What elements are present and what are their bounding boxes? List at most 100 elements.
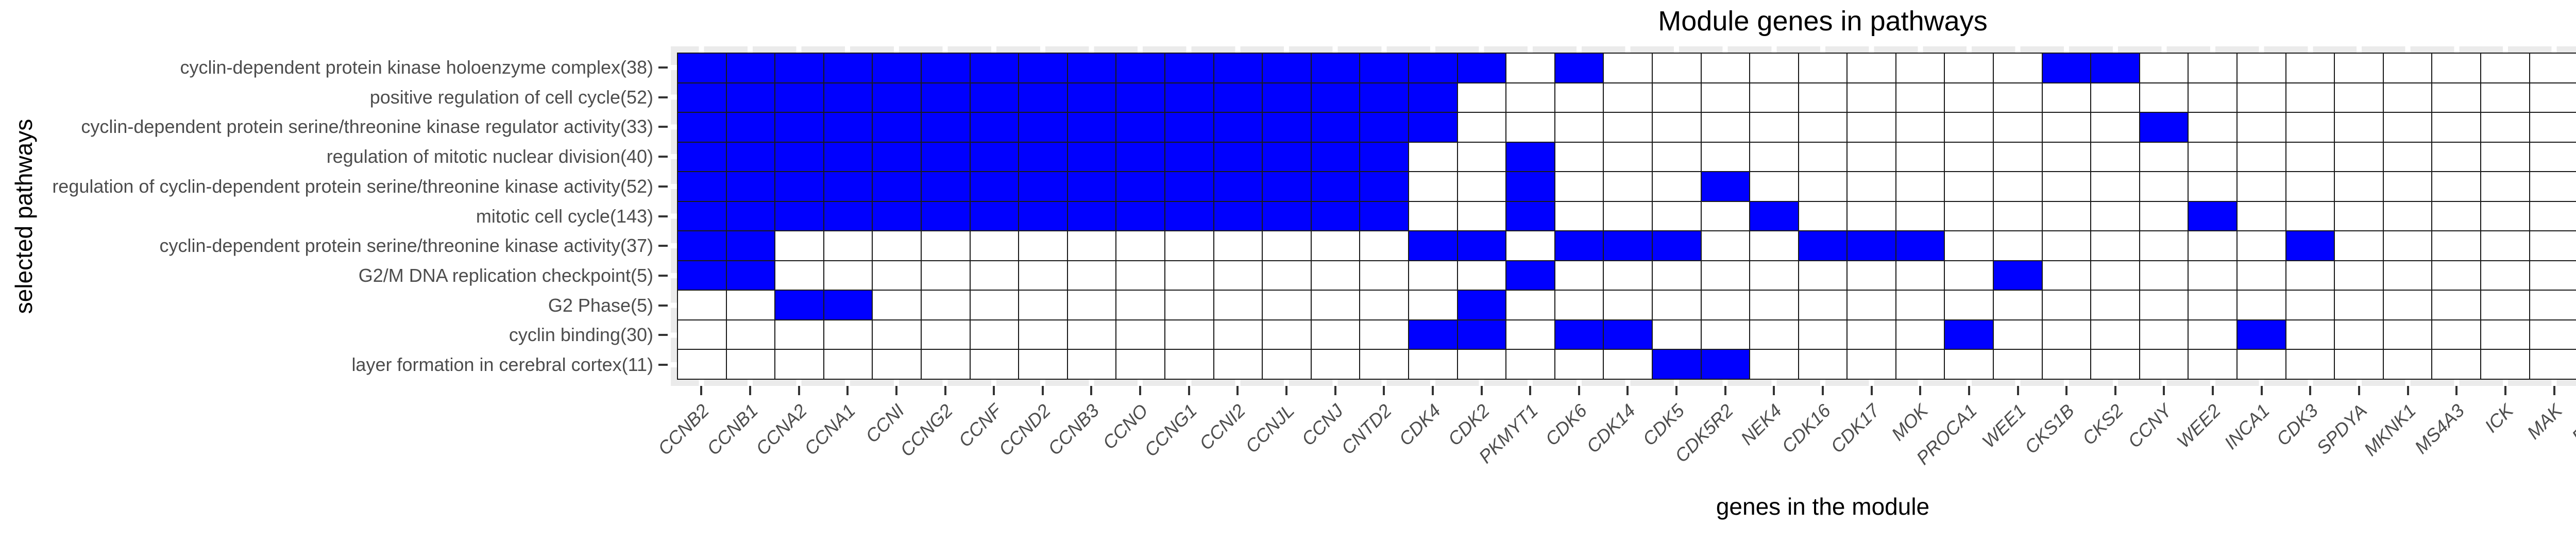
heatmap-cell bbox=[1750, 54, 1798, 82]
heatmap-cell bbox=[2286, 142, 2334, 172]
heatmap-cell bbox=[2432, 231, 2481, 260]
heatmap-cell bbox=[2432, 291, 2481, 319]
x-tick-label: CCNI2 bbox=[1195, 400, 1250, 454]
heatmap-cell bbox=[1799, 142, 1847, 172]
heatmap-cell bbox=[775, 320, 823, 349]
heatmap-cell bbox=[2286, 231, 2334, 260]
heatmap-cell bbox=[921, 113, 970, 142]
heatmap-cell bbox=[2238, 261, 2285, 290]
x-tick-label: CCNA2 bbox=[751, 400, 811, 460]
heatmap-cell bbox=[1652, 320, 1701, 349]
heatmap-cell bbox=[1506, 113, 1554, 142]
heatmap-cell bbox=[1214, 231, 1262, 260]
heatmap-cell bbox=[1604, 320, 1652, 349]
heatmap-cell bbox=[873, 172, 921, 201]
x-tick-label: CDK14 bbox=[1582, 400, 1640, 458]
heatmap-cell bbox=[1799, 54, 1847, 82]
heatmap-cell bbox=[2481, 83, 2529, 112]
x-tick-mark bbox=[1139, 386, 1142, 395]
x-tick-mark bbox=[944, 386, 946, 395]
y-tick-label: layer formation in cerebral cortex(11) bbox=[351, 354, 653, 376]
heatmap-cell bbox=[2189, 54, 2237, 82]
heatmap-cell bbox=[2335, 113, 2383, 142]
heatmap-cell bbox=[2286, 83, 2334, 112]
heatmap-cell bbox=[1360, 54, 1408, 82]
x-tick-mark bbox=[700, 386, 703, 395]
y-axis-title: selected pathways bbox=[10, 119, 37, 314]
x-tick-mark bbox=[2016, 386, 2019, 395]
heatmap-cell bbox=[726, 83, 775, 112]
heatmap-cell bbox=[2335, 142, 2383, 172]
heatmap-cell bbox=[2530, 142, 2576, 172]
heatmap-cell bbox=[1652, 291, 1701, 319]
heatmap-cell bbox=[2286, 291, 2334, 319]
heatmap-cell bbox=[1848, 291, 1895, 319]
heatmap-cell bbox=[1214, 291, 1262, 319]
heatmap-cell bbox=[2432, 83, 2481, 112]
x-tick-mark bbox=[2212, 386, 2214, 395]
x-tick-mark bbox=[798, 386, 800, 395]
heatmap-cell bbox=[2432, 54, 2481, 82]
heatmap-cell bbox=[726, 291, 775, 319]
y-tick-label: cyclin binding(30) bbox=[509, 324, 653, 346]
heatmap-cell bbox=[1945, 320, 1993, 349]
heatmap-cell bbox=[2383, 350, 2432, 379]
heatmap-cell bbox=[921, 201, 970, 231]
heatmap-cell bbox=[1019, 113, 1067, 142]
x-tick-mark bbox=[1090, 386, 1093, 395]
x-tick-label: CNTD2 bbox=[1337, 400, 1396, 459]
heatmap-cell bbox=[2530, 350, 2576, 379]
heatmap-cell bbox=[2481, 172, 2529, 201]
heatmap-cell bbox=[2042, 350, 2091, 379]
heatmap-cell bbox=[1067, 142, 1116, 172]
heatmap-cell bbox=[1214, 83, 1262, 112]
heatmap-cell bbox=[1750, 350, 1798, 379]
heatmap-cell bbox=[2189, 172, 2237, 201]
heatmap-cell bbox=[775, 231, 823, 260]
y-tick-label: mitotic cell cycle(143) bbox=[476, 205, 653, 227]
heatmap-cell bbox=[970, 83, 1019, 112]
heatmap-cell bbox=[1214, 142, 1262, 172]
y-tick-mark bbox=[658, 126, 668, 128]
heatmap-cell bbox=[2481, 54, 2529, 82]
heatmap-cell bbox=[1067, 201, 1116, 231]
heatmap-cell bbox=[1019, 261, 1067, 290]
heatmap-cell bbox=[1604, 113, 1652, 142]
heatmap-cell bbox=[678, 201, 726, 231]
heatmap-cell bbox=[1360, 172, 1408, 201]
heatmap-cell bbox=[2432, 201, 2481, 231]
heatmap-cell bbox=[1214, 113, 1262, 142]
heatmap-cell bbox=[2042, 261, 2091, 290]
heatmap-cell bbox=[1409, 291, 1457, 319]
heatmap-cell bbox=[1848, 261, 1895, 290]
heatmap-cell bbox=[2481, 320, 2529, 349]
x-tick-label: SPDYA bbox=[2312, 400, 2371, 459]
heatmap-cell bbox=[678, 113, 726, 142]
heatmap-cell bbox=[2481, 113, 2529, 142]
heatmap-cell bbox=[2140, 54, 2188, 82]
heatmap-cell bbox=[1019, 231, 1067, 260]
heatmap-cell bbox=[1604, 261, 1652, 290]
heatmap-cell bbox=[2335, 231, 2383, 260]
heatmap-cell bbox=[1311, 142, 1360, 172]
heatmap-cell bbox=[1799, 113, 1847, 142]
heatmap-cell bbox=[1945, 113, 1993, 142]
heatmap-cell bbox=[1750, 83, 1798, 112]
heatmap-cell bbox=[2432, 172, 2481, 201]
x-tick-mark bbox=[1383, 386, 1385, 395]
heatmap-cell bbox=[1067, 350, 1116, 379]
heatmap-cell bbox=[1409, 320, 1457, 349]
heatmap-cell bbox=[1263, 113, 1311, 142]
heatmap-cell bbox=[678, 231, 726, 260]
heatmap-cell bbox=[1799, 261, 1847, 290]
heatmap-cell bbox=[1799, 172, 1847, 201]
heatmap-cell bbox=[970, 113, 1019, 142]
heatmap-cell bbox=[2383, 83, 2432, 112]
heatmap-cell bbox=[2432, 142, 2481, 172]
heatmap-cell bbox=[1263, 320, 1311, 349]
heatmap-cell bbox=[970, 231, 1019, 260]
heatmap-cell bbox=[726, 320, 775, 349]
heatmap-cell bbox=[1652, 172, 1701, 201]
heatmap-cell bbox=[2286, 261, 2334, 290]
heatmap-cell bbox=[1165, 172, 1213, 201]
